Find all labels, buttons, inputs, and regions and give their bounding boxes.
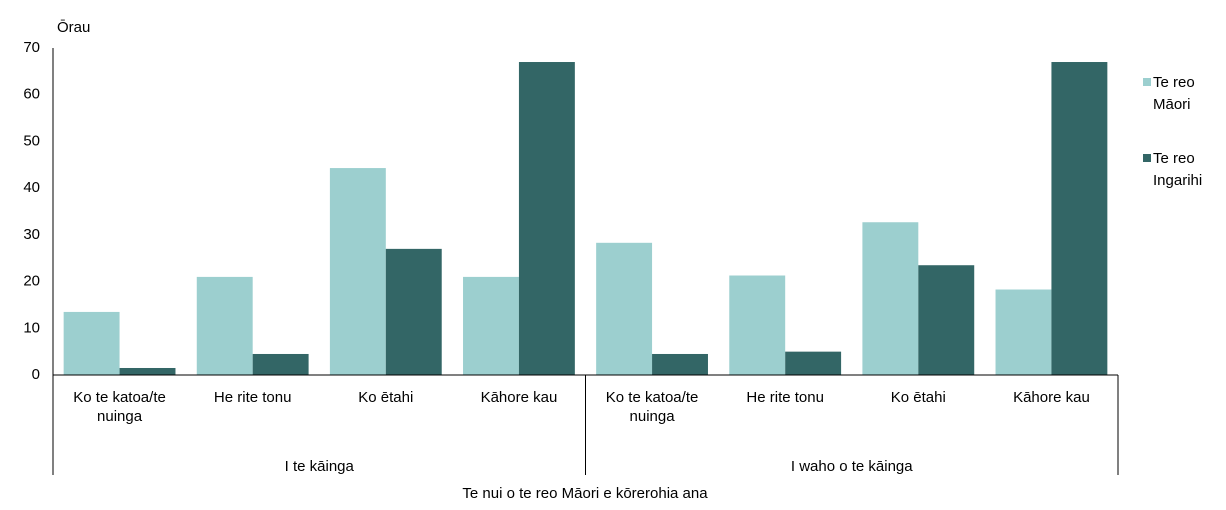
x-tick-label: Ko ētahi xyxy=(890,389,946,406)
y-tick-label: 0 xyxy=(32,366,40,383)
y-tick-label: 30 xyxy=(23,226,40,243)
y-tick-label: 70 xyxy=(23,39,40,56)
y-tick-label: 40 xyxy=(23,179,40,196)
bar xyxy=(385,248,442,375)
bar xyxy=(1051,62,1108,376)
group-label: I waho o te kāinga xyxy=(791,458,913,475)
group-label: I te kāinga xyxy=(285,458,355,475)
legend-swatch xyxy=(1143,78,1151,86)
bar xyxy=(329,168,386,375)
x-tick-label: He rite tonu xyxy=(746,389,824,406)
x-tick-label: Kāhore kau xyxy=(480,389,558,406)
bar xyxy=(518,62,575,376)
x-tick-label: Ko te katoa/te nuinga xyxy=(73,389,166,425)
legend-label: Te reo Ingarihi xyxy=(1153,150,1203,189)
x-tick-label: Ko te katoa/te nuinga xyxy=(605,389,699,425)
bar xyxy=(63,311,120,375)
bar xyxy=(119,367,176,375)
x-tick-label: He rite tonu xyxy=(213,389,292,406)
bar xyxy=(862,222,919,375)
y-tick-label: 50 xyxy=(23,132,40,149)
bar xyxy=(196,276,253,375)
bar xyxy=(652,353,708,375)
bar xyxy=(252,353,309,375)
bar xyxy=(596,242,653,375)
legend-swatch xyxy=(1143,154,1151,162)
bar xyxy=(729,275,786,375)
y-tick-label: 10 xyxy=(23,319,40,336)
x-axis-title: Te nui o te reo Māori e kōrerohia ana xyxy=(462,485,708,502)
y-tick-label: 60 xyxy=(23,86,40,103)
y-axis-title: Ōrau xyxy=(57,19,90,36)
bar xyxy=(463,276,519,375)
y-tick-label: 20 xyxy=(23,273,40,290)
x-tick-label: Kāhore kau xyxy=(1013,389,1090,406)
bar xyxy=(785,351,842,375)
legend-label: Te reo Māori xyxy=(1153,74,1195,113)
bar xyxy=(918,265,975,375)
x-tick-label: Ko ētahi xyxy=(358,389,414,406)
bar xyxy=(995,289,1052,375)
